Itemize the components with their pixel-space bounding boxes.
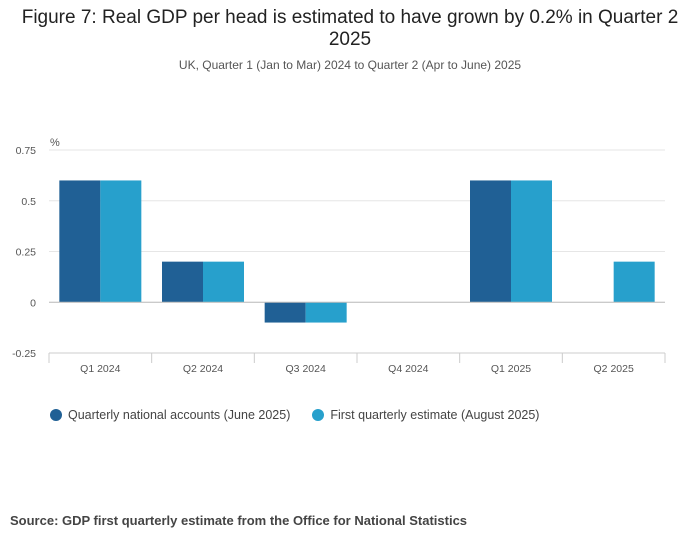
chart-legend: Quarterly national accounts (June 2025) …: [50, 408, 539, 422]
y-axis-label: %: [50, 137, 60, 149]
x-tick-label: Q1 2025: [491, 363, 531, 375]
y-tick-label: 0.75: [16, 145, 37, 157]
x-tick-label: Q2 2025: [594, 363, 634, 375]
chart-title: Figure 7: Real GDP per head is estimated…: [21, 7, 679, 50]
y-tick-label: 0: [30, 297, 36, 309]
bar-series-2: [203, 261, 244, 303]
legend-label-series-1: Quarterly national accounts (June 2025): [68, 408, 291, 422]
bar-chart: -0.25 0 0.25 0.5 0.75% Q1 2024 Q2 2024 Q3 2024 Q…: [12, 137, 666, 375]
x-tick-label: Q3 2024: [286, 363, 326, 375]
chart-subtitle: UK, Quarter 1 (Jan to Mar) 2024 to Quart…: [178, 58, 522, 72]
bar-series-1: [162, 261, 203, 303]
x-tick-label: Q2 2024: [183, 363, 223, 375]
x-tick-label: Q4 2024: [388, 363, 428, 375]
legend-swatch-series-2: [312, 409, 325, 421]
legend-label-series-2: First quarterly estimate (August 2025): [330, 408, 540, 422]
x-tick-label: Q1 2024: [80, 363, 120, 375]
legend-item-series-1[interactable]: Quarterly national accounts (June 2025): [50, 408, 290, 422]
bar-series-2: [511, 180, 552, 303]
bar-series-2: [613, 261, 655, 303]
legend-item-series-2[interactable]: First quarterly estimate (August 2025): [312, 408, 539, 422]
y-tick-label: -0.25: [12, 348, 36, 360]
bar-series-1: [59, 180, 101, 303]
bar-series-2: [305, 302, 347, 323]
bar-series-2: [100, 180, 142, 303]
legend-swatch-series-1: [50, 409, 62, 421]
source-note: Source: GDP first quarterly estimate fro…: [10, 513, 468, 528]
bar-series-1: [470, 180, 511, 303]
bar-series-1: [264, 302, 306, 323]
y-tick-label: 0.25: [16, 247, 37, 259]
y-tick-label: 0.5: [21, 196, 36, 208]
